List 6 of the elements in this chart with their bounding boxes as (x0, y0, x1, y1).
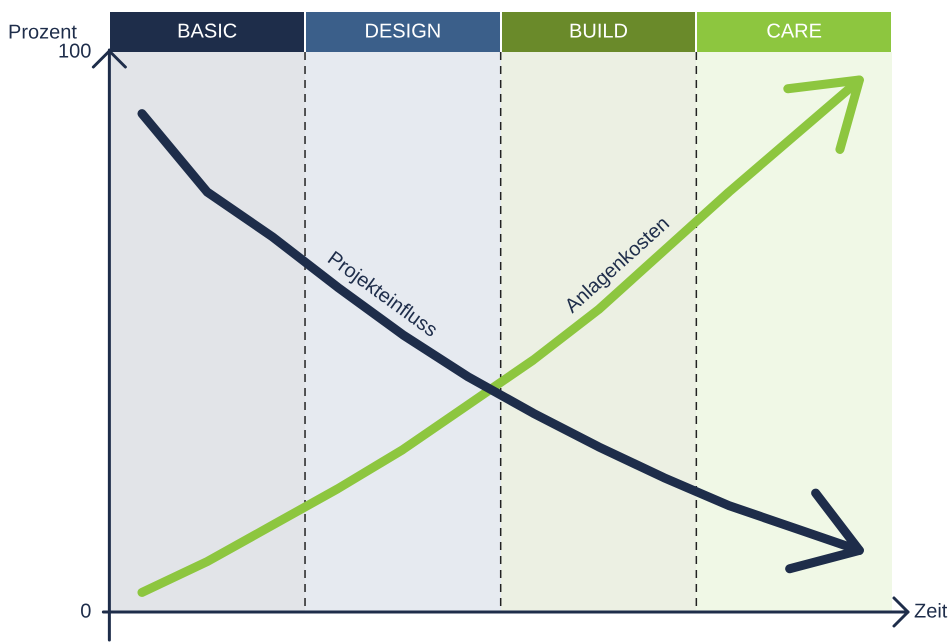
y-tick-label: 0 (80, 600, 92, 623)
x-tick-label: BUILD (569, 20, 628, 43)
x-tick-label: BASIC (177, 20, 238, 43)
x-tick-label: CARE (766, 20, 822, 43)
x-axis-title: Zeit (914, 600, 948, 623)
x-tick-label: DESIGN (364, 20, 442, 43)
